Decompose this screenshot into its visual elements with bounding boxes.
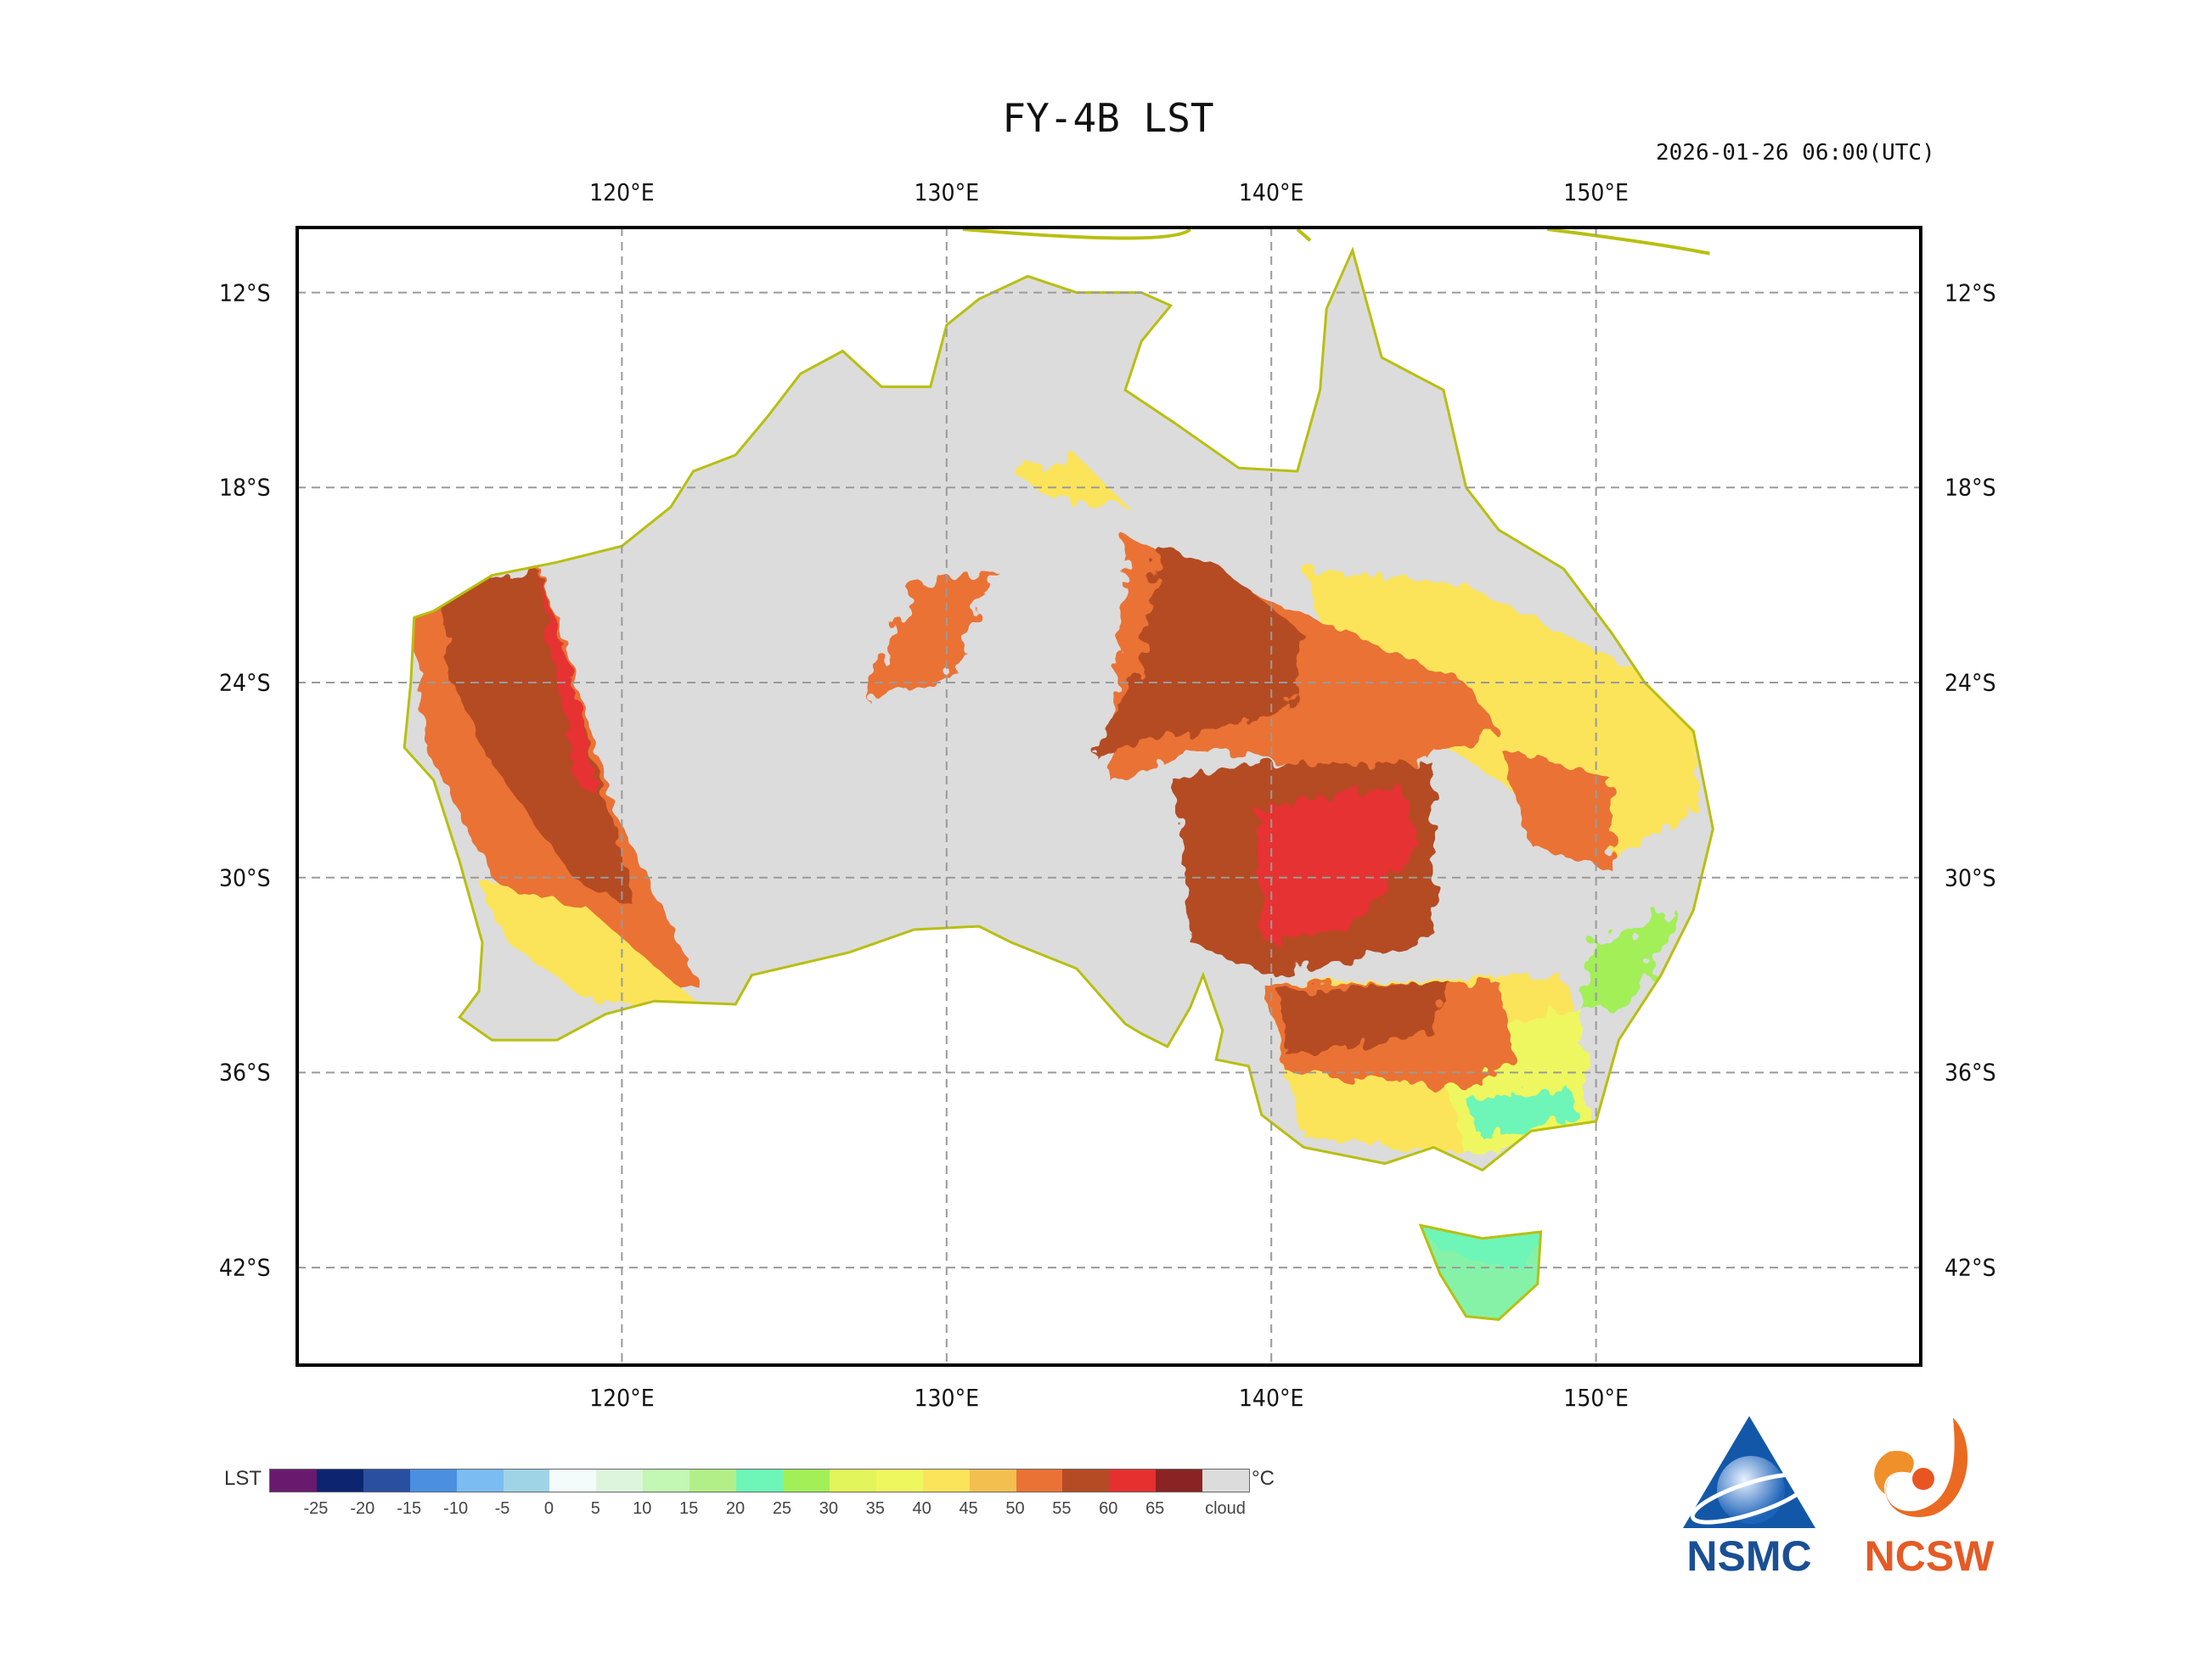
colorbar-tick: 5 — [590, 1499, 600, 1518]
lst-zone — [1092, 546, 1304, 755]
lst-zone — [1255, 786, 1418, 943]
colorbar-swatch — [736, 1470, 783, 1492]
colorbar-tick: 20 — [725, 1499, 746, 1518]
colorbar-swatch — [875, 1470, 923, 1492]
colorbar-swatch — [643, 1470, 690, 1492]
lat-label: 30°S — [1945, 863, 1996, 892]
colorbar-swatch — [363, 1470, 410, 1492]
colorbar-cloud-label: cloud — [1205, 1499, 1246, 1518]
colorbar-swatch — [456, 1470, 504, 1492]
lst-zone — [1498, 747, 1613, 872]
colorbar-swatch — [782, 1470, 830, 1492]
colorbar-swatch — [922, 1470, 970, 1492]
lon-label: 150°E — [1563, 178, 1629, 206]
lst-zone — [865, 569, 996, 700]
colorbar-tick: 25 — [772, 1499, 792, 1518]
lat-label: 42°S — [1945, 1253, 1996, 1282]
lat-label: 18°S — [219, 473, 271, 502]
colorbar-swatch — [1062, 1470, 1110, 1492]
colorbar — [269, 1469, 1250, 1492]
observation-time: 2026-01-26 06:00(UTC) — [1656, 140, 1935, 166]
colorbar-swatch — [1156, 1470, 1203, 1492]
colorbar-tick: 10 — [633, 1499, 652, 1518]
lon-label: 150°E — [1563, 1384, 1629, 1412]
colorbar-swatch — [503, 1470, 550, 1492]
coastline — [1418, 1223, 1543, 1321]
lst-zone — [1579, 910, 1678, 1008]
lon-label: 140°E — [1238, 1384, 1304, 1412]
lst-zone — [476, 877, 703, 1008]
colorbar-swatch — [1202, 1470, 1250, 1492]
lon-label: 130°E — [914, 1384, 980, 1412]
lat-label: 12°S — [219, 278, 271, 307]
colorbar-tick: 30 — [819, 1499, 838, 1518]
colorbar-tick: 55 — [1052, 1499, 1072, 1518]
colorbar-tick: -25 — [303, 1499, 329, 1518]
colorbar-swatch — [270, 1470, 317, 1492]
lat-label: 36°S — [1945, 1058, 1996, 1087]
lon-label: 130°E — [914, 178, 980, 206]
lst-zone — [1277, 981, 1450, 1057]
colorbar-swatch — [689, 1470, 737, 1492]
colorbar-tick: 40 — [912, 1499, 932, 1518]
colorbar-swatch — [1016, 1470, 1063, 1492]
colorbar-tick: -15 — [397, 1499, 422, 1518]
lat-label: 12°S — [1945, 278, 1996, 307]
lat-label: 42°S — [219, 1253, 271, 1282]
colorbar-swatch — [409, 1470, 457, 1492]
colorbar-swatch — [316, 1470, 363, 1492]
lst-zone — [1466, 1088, 1580, 1138]
map-title: FY-4B LST — [1002, 95, 1214, 141]
lst-zone — [1011, 455, 1126, 504]
lat-label: 24°S — [219, 668, 271, 697]
lat-label: 24°S — [1945, 668, 1996, 697]
colorbar-swatch — [1109, 1470, 1157, 1492]
colorbar-tick: -10 — [443, 1499, 469, 1518]
colorbar-tick: 45 — [959, 1499, 978, 1518]
lst-zone — [540, 578, 599, 796]
lst-zone — [436, 571, 639, 910]
colorbar-tick: 35 — [865, 1499, 885, 1518]
colorbar-swatch — [596, 1470, 644, 1492]
lon-label: 120°E — [589, 178, 655, 206]
colorbar-tick: 15 — [679, 1499, 699, 1518]
colorbar-tick: 50 — [1005, 1499, 1025, 1518]
colorbar-swatch — [549, 1470, 597, 1492]
colorbar-tick: 65 — [1145, 1499, 1165, 1518]
colorbar-tick: 0 — [543, 1499, 554, 1518]
nsmc-logo: NSMC — [1683, 1416, 1815, 1579]
lon-label: 140°E — [1238, 178, 1304, 206]
new-guinea-coast — [962, 228, 1710, 256]
colorbar-swatch — [969, 1470, 1016, 1492]
lon-label: 120°E — [589, 1384, 655, 1412]
colorbar-label: LST — [224, 1467, 262, 1490]
lat-label: 36°S — [219, 1058, 271, 1087]
ncsw-logo: NCSW — [1865, 1418, 1995, 1579]
coastline — [402, 246, 1714, 1172]
colorbar-tick: -5 — [494, 1499, 510, 1518]
map-frame — [295, 226, 1922, 1367]
nsmc-logo-text: NSMC — [1686, 1532, 1811, 1579]
lat-label: 18°S — [1945, 473, 1996, 502]
colorbar-swatch — [829, 1470, 876, 1492]
lat-label: 30°S — [219, 863, 271, 892]
ncsw-logo-text: NCSW — [1865, 1532, 1995, 1579]
colorbar-unit: °C — [1252, 1467, 1275, 1490]
colorbar-tick: 60 — [1099, 1499, 1118, 1518]
colorbar-tick: -20 — [350, 1499, 375, 1518]
